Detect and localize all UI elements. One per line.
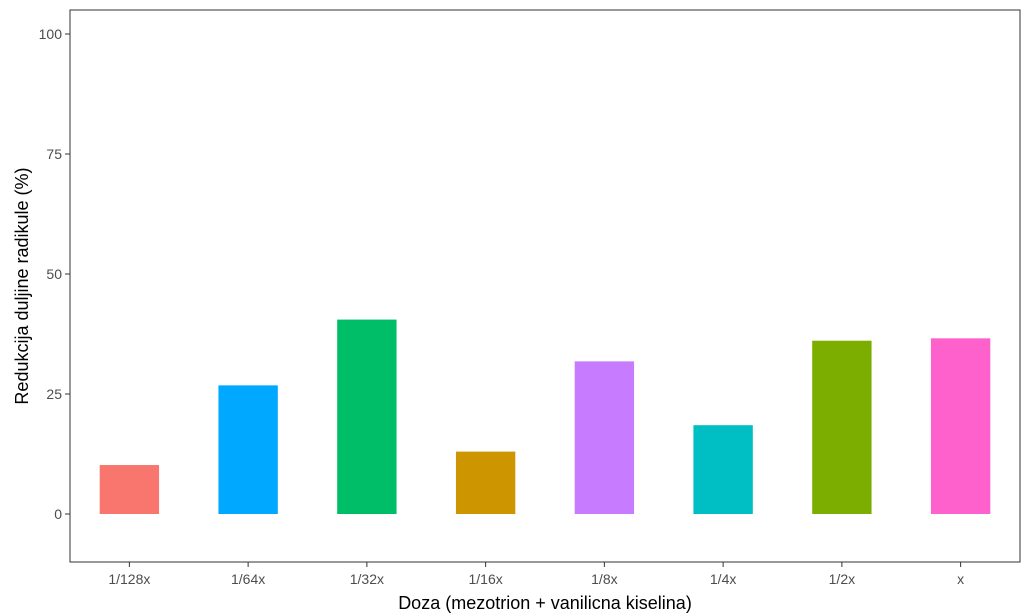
bar-1/16x bbox=[455, 451, 516, 514]
y-tick-label: 100 bbox=[39, 26, 63, 42]
x-tick-label: 1/128x bbox=[108, 571, 150, 587]
x-tick-label: 1/8x bbox=[591, 571, 617, 587]
bar-1/128x bbox=[99, 465, 160, 514]
x-tick-label: x bbox=[957, 571, 964, 587]
y-tick-label: 0 bbox=[54, 506, 62, 522]
x-tick-label: 1/32x bbox=[350, 571, 384, 587]
y-axis-title: Redukcija duljine radikule (%) bbox=[12, 167, 32, 404]
bar-1/2x bbox=[812, 340, 872, 514]
bar-1/8x bbox=[574, 361, 635, 514]
x-tick-label: 1/64x bbox=[231, 571, 265, 587]
y-tick-label: 75 bbox=[46, 146, 62, 162]
x-axis: 1/128x 1/64x 1/32x 1/16x 1/8x 1/4x 1/2x x bbox=[108, 562, 964, 587]
x-tick-label: 1/4x bbox=[710, 571, 736, 587]
x-tick-label: 1/2x bbox=[829, 571, 855, 587]
bar-1/32x bbox=[337, 319, 397, 514]
bar-1/64x bbox=[218, 385, 278, 514]
plot-panel bbox=[69, 9, 1021, 563]
y-tick-label: 25 bbox=[46, 386, 62, 402]
bar-1/4x bbox=[693, 425, 753, 514]
bars bbox=[99, 319, 991, 514]
x-axis-title: Doza (mezotrion + vanilicna kiselina) bbox=[398, 593, 692, 613]
x-tick-label: 1/16x bbox=[469, 571, 503, 587]
y-tick-label: 50 bbox=[46, 266, 62, 282]
y-axis: 0 25 50 75 100 bbox=[39, 26, 70, 522]
bar-x bbox=[930, 338, 991, 514]
